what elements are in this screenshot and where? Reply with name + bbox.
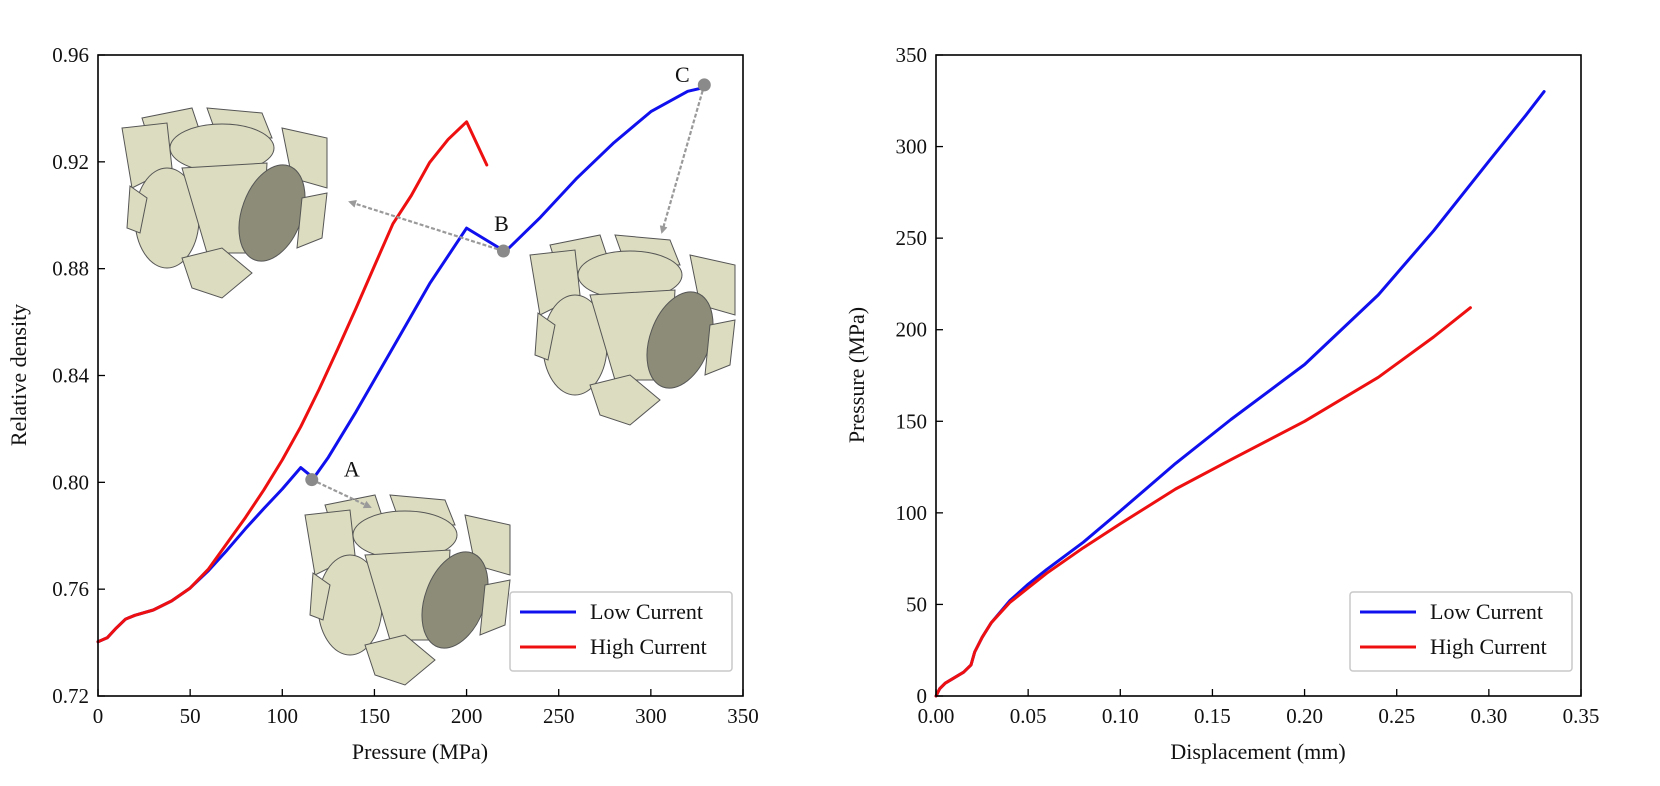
left-y-tick-label: 0.88: [52, 257, 89, 281]
particle-image-c: [529, 234, 736, 426]
left-chart: A B C 0 50 100 150 200 250 300 350 0.72 0.76 0.80 0.8…: [6, 43, 759, 764]
right-x-axis-label: Displacement (mm): [1170, 739, 1345, 764]
annotation-point-b: [496, 244, 510, 258]
annotation-arrow-a: [311, 478, 372, 509]
right-y-tick-label: 200: [896, 318, 928, 342]
right-series-high-current: [934, 306, 1472, 698]
annotation-arrow-c: [659, 84, 706, 234]
left-x-tick-label: 150: [359, 704, 391, 728]
left-y-tick-label: 0.96: [52, 43, 89, 67]
left-legend-label-low: Low Current: [590, 599, 703, 624]
left-y-tick-label: 0.72: [52, 684, 89, 708]
particle-image-a: [304, 494, 511, 686]
right-x-tick-label: 0.20: [1286, 704, 1323, 728]
right-y-tick-label: 250: [896, 226, 928, 250]
left-x-tick-label: 250: [543, 704, 575, 728]
right-ticks: 0.00 0.05 0.10 0.15 0.20 0.25 0.30 0.35 0 50 100 15…: [896, 43, 1600, 728]
right-y-axis-label: Pressure (MPa): [844, 307, 869, 443]
right-x-tick-label: 0.15: [1194, 704, 1231, 728]
left-ticks: 0 50 100 150 200 250 300 350 0.72 0.76 0.80 0.84 0.8…: [52, 43, 759, 728]
right-x-tick-label: 0.35: [1563, 704, 1600, 728]
left-y-tick-label: 0.80: [52, 470, 89, 494]
right-x-tick-label: 0.00: [918, 704, 955, 728]
right-y-tick-label: 300: [896, 135, 928, 159]
right-legend-label-high: High Current: [1430, 634, 1547, 659]
left-y-axis-label: Relative density: [6, 304, 31, 446]
annotation-label-a: A: [344, 457, 360, 482]
right-x-tick-label: 0.10: [1102, 704, 1139, 728]
right-x-tick-label: 0.30: [1470, 704, 1507, 728]
left-x-tick-label: 50: [180, 704, 201, 728]
right-x-tick-label: 0.05: [1010, 704, 1047, 728]
left-annotations: A B C: [305, 62, 711, 509]
left-legend-label-high: High Current: [590, 634, 707, 659]
annotation-label-b: B: [494, 211, 509, 236]
particle-image-b: [121, 107, 328, 299]
right-y-tick-label: 350: [896, 43, 928, 67]
right-series-group: [934, 90, 1546, 698]
left-series-group: [96, 85, 708, 644]
right-y-tick-label: 50: [906, 592, 927, 616]
left-legend: Low Current High Current: [509, 591, 733, 672]
left-y-tick-label: 0.84: [52, 364, 89, 388]
left-x-tick-label: 100: [267, 704, 299, 728]
left-x-tick-label: 300: [635, 704, 667, 728]
left-x-axis-label: Pressure (MPa): [352, 739, 488, 764]
right-legend-label-low: Low Current: [1430, 599, 1543, 624]
right-y-tick-label: 0: [917, 684, 928, 708]
right-legend: Low Current High Current: [1349, 591, 1573, 672]
right-x-tick-label: 0.25: [1378, 704, 1415, 728]
left-x-tick-label: 200: [451, 704, 483, 728]
left-y-tick-label: 0.92: [52, 150, 89, 174]
annotation-arrow-b: [348, 200, 504, 253]
annotation-label-c: C: [675, 62, 690, 87]
annotation-point-c: [697, 78, 711, 92]
right-chart: 0.00 0.05 0.10 0.15 0.20 0.25 0.30 0.35 0 50 100 15…: [844, 43, 1599, 764]
left-x-tick-label: 350: [727, 704, 759, 728]
left-series-high-current: [96, 120, 489, 644]
left-y-tick-label: 0.76: [52, 577, 89, 601]
right-y-tick-label: 150: [896, 409, 928, 433]
annotation-point-a: [305, 473, 319, 487]
right-plot-frame: [935, 54, 1582, 697]
right-y-tick-label: 100: [896, 501, 928, 525]
left-x-tick-label: 0: [93, 704, 104, 728]
